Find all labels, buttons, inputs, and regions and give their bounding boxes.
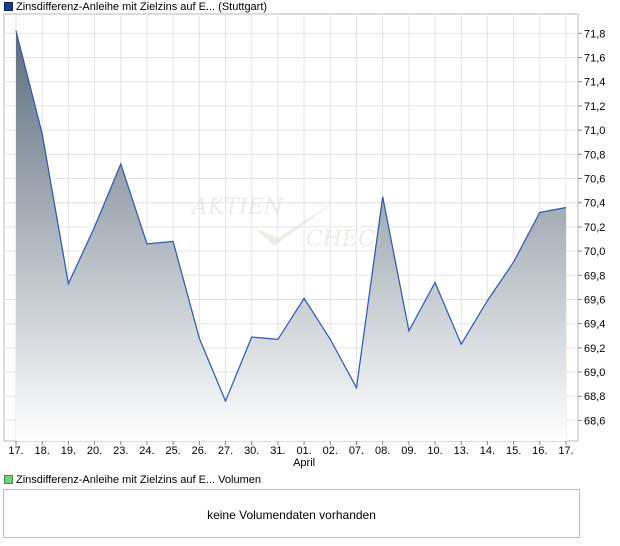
y-tick-label: 71,8 — [584, 28, 605, 40]
watermark-text-1: AKTIEN — [190, 195, 284, 220]
x-tick-label: 09. — [401, 445, 416, 457]
y-tick-label: 70,8 — [584, 149, 605, 161]
x-tick-label: 14. — [480, 445, 495, 457]
y-tick-label: 69,6 — [584, 294, 605, 306]
y-tick-label: 69,8 — [584, 270, 605, 282]
volume-series-swatch — [4, 475, 13, 484]
x-tick-label: 18. — [35, 445, 50, 457]
y-tick-label: 71,6 — [584, 53, 605, 65]
price-area — [16, 30, 566, 442]
y-tick-label: 71,0 — [584, 125, 605, 137]
x-tick-label: 07. — [349, 445, 364, 457]
x-tick-label: 23. — [113, 445, 128, 457]
x-tick-label: 01. — [296, 445, 311, 457]
y-tick-label: 68,8 — [584, 391, 605, 403]
x-tick-label: 15. — [506, 445, 521, 457]
volume-legend-label: Zinsdifferenz-Anleihe mit Zielzins auf E… — [16, 474, 261, 486]
volume-panel: keine Volumendaten vorhanden — [3, 489, 580, 538]
x-tick-label: 13. — [454, 445, 469, 457]
price-line — [15, 30, 567, 403]
x-tick-label: 26. — [192, 445, 207, 457]
y-tick-label: 70,0 — [584, 246, 605, 258]
x-tick-label: 08. — [375, 445, 390, 457]
y-tick-label: 70,6 — [584, 174, 605, 186]
y-tick-label: 69,4 — [584, 319, 605, 331]
x-tick-label: 30. — [244, 445, 259, 457]
x-month-label: April — [293, 457, 315, 469]
no-volume-message: keine Volumendaten vorhanden — [207, 508, 376, 522]
volume-legend: Zinsdifferenz-Anleihe mit Zielzins auf E… — [4, 474, 261, 486]
price-legend-label: Zinsdifferenz-Anleihe mit Zielzins auf E… — [16, 1, 268, 13]
x-tick-label: 24. — [139, 445, 154, 457]
x-tick-label: 19. — [61, 445, 76, 457]
x-tick-label: 10. — [427, 445, 442, 457]
y-tick-label: 70,2 — [584, 222, 605, 234]
price-chart: AKTIEN CHECK 71,8 71,6 71,4 71,2 71,0 70,8 70,… — [3, 13, 605, 469]
x-tick-label: 20. — [87, 445, 102, 457]
x-tick-label: 16. — [532, 445, 547, 457]
y-tick-label: 69,0 — [584, 367, 605, 379]
price-legend: Zinsdifferenz-Anleihe mit Zielzins auf E… — [4, 1, 267, 13]
watermark-text-2: CHECK — [306, 227, 393, 252]
x-tick-label: 25. — [165, 445, 180, 457]
x-tick-label: 27. — [218, 445, 233, 457]
y-tick-label: 71,4 — [584, 77, 605, 89]
y-tick-label: 68,6 — [584, 415, 605, 427]
y-axis: 71,8 71,6 71,4 71,2 71,0 70,8 70,6 70,4 70,2 70,0… — [578, 28, 605, 427]
x-axis: 17. 18. 19. 20. 23. 24. 25. 26. 27. 30. 31. 01. 02. 0… — [8, 441, 574, 469]
x-tick-label: 02. — [323, 445, 338, 457]
price-series-swatch — [4, 2, 13, 11]
y-tick-label: 71,2 — [584, 101, 605, 113]
y-tick-label: 69,2 — [584, 343, 605, 355]
x-tick-label: 17. — [558, 445, 573, 457]
x-tick-label: 17. — [8, 445, 23, 457]
y-tick-label: 70,4 — [584, 198, 605, 210]
x-tick-label: 31. — [270, 445, 285, 457]
